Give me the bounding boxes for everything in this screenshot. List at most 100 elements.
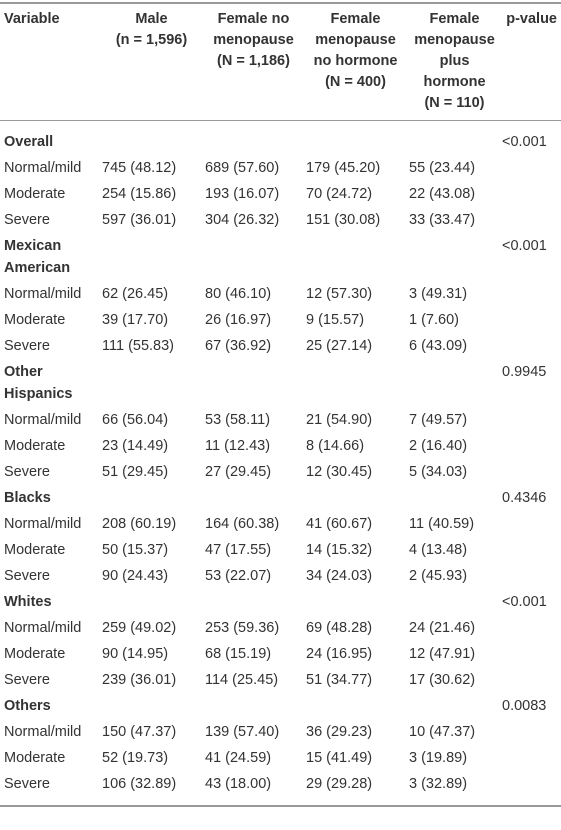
row-label: Normal/mild — [4, 724, 82, 740]
data-row: Severe 106 (32.89) 43 (18.00) 29 (29.28) 3 (… — [0, 771, 561, 806]
cell-value: 66 (56.04) — [102, 412, 169, 428]
cell-value: 4 (13.48) — [409, 542, 468, 558]
row-label: Normal/mild — [4, 286, 82, 302]
cell-value: 90 (24.43) — [102, 568, 169, 584]
cell-value: 2 (16.40) — [409, 438, 468, 454]
p-value: <0.001 — [502, 238, 547, 254]
cell-value: 47 (17.55) — [205, 542, 272, 558]
empty-cell — [502, 307, 561, 333]
cell-value: 253 (59.36) — [205, 620, 280, 636]
cell-value: 164 (60.38) — [205, 516, 280, 532]
empty-cell — [502, 511, 561, 537]
cell-value: 239 (36.01) — [102, 672, 177, 688]
data-row: Normal/mild 62 (26.45) 80 (46.10) 12 (57.30… — [0, 281, 561, 307]
cell-value: 41 (60.67) — [306, 516, 373, 532]
group-row: Others 0.0083 — [0, 693, 561, 719]
data-row: Severe 90 (24.43) 53 (22.07) 34 (24.03) 2 (4… — [0, 563, 561, 589]
empty-cell — [502, 719, 561, 745]
cell-value: 11 (40.59) — [409, 516, 475, 532]
cell-value: 3 (32.89) — [409, 776, 468, 792]
row-label: Moderate — [4, 646, 66, 662]
cell-value: 52 (19.73) — [102, 750, 169, 766]
row-label: Normal/mild — [4, 620, 82, 636]
data-row: Normal/mild 66 (56.04) 53 (58.11) 21 (54.90… — [0, 407, 561, 433]
header-line: plus — [439, 53, 470, 69]
header-line: no hormone — [313, 53, 398, 69]
cell-value: 39 (17.70) — [102, 312, 169, 328]
data-row: Normal/mild 745 (48.12) 689 (57.60) 179 (45… — [0, 155, 561, 181]
empty-cell — [502, 563, 561, 589]
cell-value: 22 (43.08) — [409, 186, 476, 202]
header-cell: p-value — [502, 3, 561, 121]
cell-value: 17 (30.62) — [409, 672, 476, 688]
data-row: Moderate 39 (17.70) 26 (16.97) 9 (15.57) 1 (… — [0, 307, 561, 333]
cell-value: 41 (24.59) — [205, 750, 272, 766]
cell-value: 34 (24.03) — [306, 568, 373, 584]
cell-value: 5 (34.03) — [409, 464, 468, 480]
cell-value: 12 (57.30) — [306, 286, 373, 302]
empty-cell — [502, 407, 561, 433]
spacer — [100, 485, 502, 511]
data-row: Moderate 50 (15.37) 47 (17.55) 14 (15.32) 4 … — [0, 537, 561, 563]
data-row: Normal/mild 150 (47.37) 139 (57.40) 36 (29.… — [0, 719, 561, 745]
header-row: Variable Male (n = 1,596) Female no menopaus… — [0, 3, 561, 121]
row-label: Normal/mild — [4, 516, 82, 532]
empty-cell — [502, 615, 561, 641]
group-name: Other Hispanics — [4, 364, 73, 402]
header-line: (n = 1,596) — [115, 32, 188, 48]
empty-cell — [502, 641, 561, 667]
data-table: Variable Male (n = 1,596) Female no menopaus… — [0, 2, 561, 807]
cell-value: 70 (24.72) — [306, 186, 373, 202]
cell-value: 11 (12.43) — [205, 438, 271, 454]
cell-value: 111 (55.83) — [102, 338, 175, 354]
cell-value: 151 (30.08) — [306, 212, 381, 228]
empty-cell — [502, 667, 561, 693]
cell-value: 53 (58.11) — [205, 412, 271, 428]
cell-value: 254 (15.86) — [102, 186, 177, 202]
data-row: Severe 239 (36.01) 114 (25.45) 51 (34.77) 17… — [0, 667, 561, 693]
header-line: menopause — [213, 32, 294, 48]
cell-value: 139 (57.40) — [205, 724, 280, 740]
cell-value: 23 (14.49) — [102, 438, 169, 454]
cell-value: 689 (57.60) — [205, 160, 280, 176]
empty-cell — [502, 281, 561, 307]
p-value: <0.001 — [502, 594, 547, 610]
data-row: Moderate 23 (14.49) 11 (12.43) 8 (14.66) 2 (… — [0, 433, 561, 459]
group-name: Mexican American — [4, 238, 71, 276]
row-label: Severe — [4, 212, 50, 228]
cell-value: 12 (30.45) — [306, 464, 373, 480]
cell-value: 55 (23.44) — [409, 160, 476, 176]
cell-value: 10 (47.37) — [409, 724, 476, 740]
row-label: Moderate — [4, 186, 66, 202]
p-value: 0.0083 — [502, 698, 547, 714]
cell-value: 68 (15.19) — [205, 646, 272, 662]
group-name: Overall — [4, 134, 54, 150]
group-row: Overall <0.001 — [0, 121, 561, 156]
cell-value: 8 (14.66) — [306, 438, 365, 454]
row-label: Severe — [4, 464, 50, 480]
row-label: Moderate — [4, 438, 66, 454]
data-row: Normal/mild 259 (49.02) 253 (59.36) 69 (48.… — [0, 615, 561, 641]
cell-value: 14 (15.32) — [306, 542, 373, 558]
header-cell: Male (n = 1,596) — [100, 3, 203, 121]
cell-value: 208 (60.19) — [102, 516, 177, 532]
header-line: menopause — [315, 32, 396, 48]
empty-cell — [502, 433, 561, 459]
cell-value: 29 (29.28) — [306, 776, 373, 792]
data-row: Moderate 254 (15.86) 193 (16.07) 70 (24.72)… — [0, 181, 561, 207]
spacer — [100, 233, 502, 281]
cell-value: 6 (43.09) — [409, 338, 468, 354]
row-label: Moderate — [4, 312, 66, 328]
header-line: Female — [330, 11, 381, 27]
cell-value: 114 (25.45) — [205, 672, 279, 688]
cell-value: 1 (7.60) — [409, 312, 459, 328]
data-row: Severe 111 (55.83) 67 (36.92) 25 (27.14) 6 (… — [0, 333, 561, 359]
cell-value: 3 (19.89) — [409, 750, 468, 766]
spacer — [100, 693, 502, 719]
empty-cell — [502, 459, 561, 485]
cell-value: 69 (48.28) — [306, 620, 373, 636]
table-body: Overall <0.001 Normal/mild 745 (48.12) 689 (… — [0, 121, 561, 807]
header-line: (N = 1,186) — [217, 53, 290, 69]
header-line: menopause — [414, 32, 495, 48]
